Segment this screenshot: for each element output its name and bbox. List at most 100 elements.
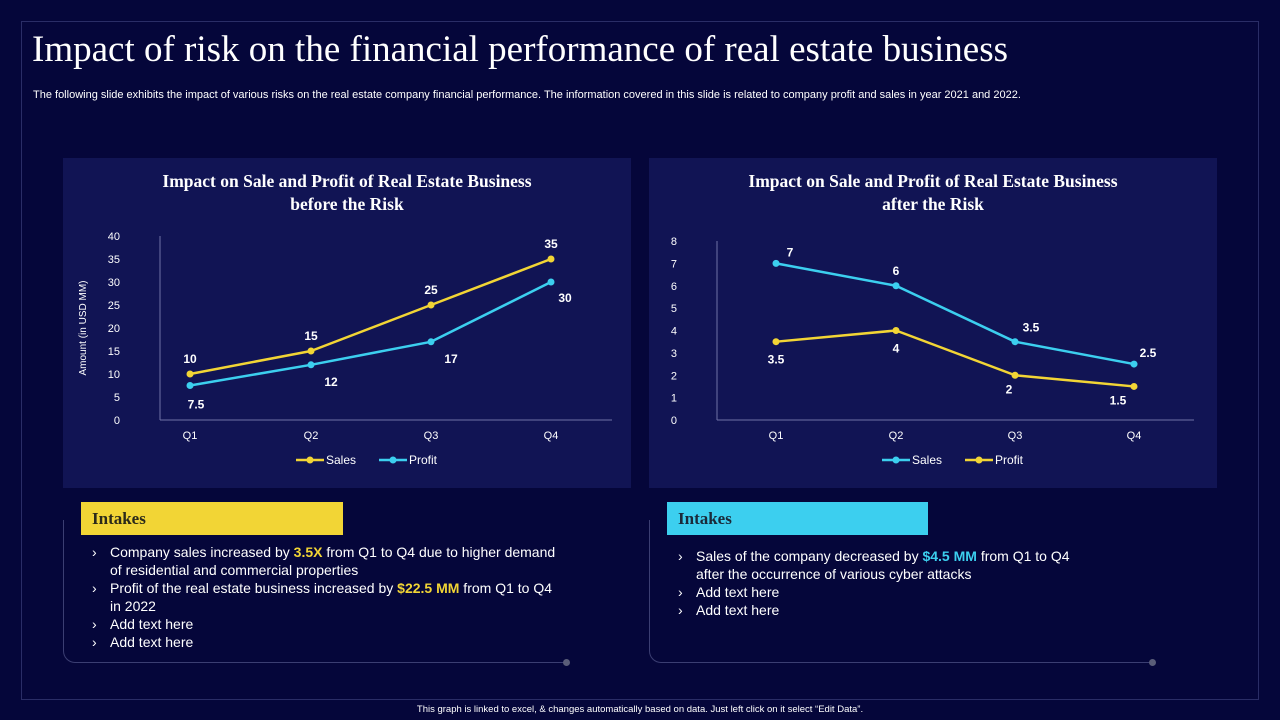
y-tick-label: 35 <box>108 254 120 266</box>
data-point <box>427 301 435 309</box>
data-point <box>307 361 315 369</box>
intakes-box-left <box>63 520 570 666</box>
y-tick-label: 10 <box>108 369 120 381</box>
y-tick-label: 0 <box>114 415 120 427</box>
list-item: Add text here <box>92 633 562 651</box>
data-point <box>1011 371 1019 379</box>
data-point <box>427 338 435 346</box>
y-tick-label: 15 <box>108 346 120 358</box>
y-tick-label: 5 <box>671 303 677 315</box>
y-tick-label: 40 <box>108 231 120 243</box>
data-label: 15 <box>304 329 318 343</box>
chart-title-line2: after the Risk <box>882 194 984 214</box>
page-title: Impact of risk on the financial performa… <box>32 29 1009 70</box>
y-tick-label: 25 <box>108 300 120 312</box>
x-tick-label: Q4 <box>1127 430 1142 442</box>
chart-title-after-risk: Impact on Sale and Profit of Real Estate… <box>649 170 1217 216</box>
series-line-profit <box>189 280 552 387</box>
y-tick-label: 8 <box>671 236 677 248</box>
highlight-value: $4.5 MM <box>922 548 977 564</box>
page-subtitle: The following slide exhibits the impact … <box>33 89 1021 101</box>
series-line-sales <box>189 257 552 376</box>
data-point <box>186 370 194 378</box>
x-tick-label: Q1 <box>183 430 198 442</box>
data-point <box>1130 360 1138 368</box>
data-label: 17 <box>444 352 458 366</box>
legend-label: Profit <box>995 453 1024 467</box>
highlight-value: 3.5X <box>293 544 323 560</box>
legend-marker <box>389 456 397 464</box>
data-point <box>772 338 780 346</box>
data-label: 2.5 <box>1140 346 1157 360</box>
y-axis-title: Amount (in USD MM) <box>78 280 89 375</box>
data-point <box>307 347 315 355</box>
y-tick-label: 4 <box>671 326 677 338</box>
legend-marker <box>306 456 314 464</box>
data-label: 6 <box>893 264 900 278</box>
legend-label: Profit <box>409 453 438 467</box>
footer-note: This graph is linked to excel, & changes… <box>416 704 864 715</box>
data-label: 7.5 <box>188 398 205 412</box>
connector-dot <box>563 659 570 666</box>
data-label: 30 <box>558 291 572 305</box>
intakes-list-left: Company sales increased by 3.5X from Q1 … <box>92 543 562 651</box>
connector-dot <box>1149 659 1156 666</box>
list-item: Add text here <box>92 615 562 633</box>
data-point <box>547 278 555 286</box>
x-tick-label: Q2 <box>304 430 319 442</box>
data-label: 25 <box>424 283 438 297</box>
intakes-list-right: Sales of the company decreased by $4.5 M… <box>678 547 1098 619</box>
x-tick-label: Q4 <box>544 430 559 442</box>
data-point <box>1011 338 1019 346</box>
data-label: 3.5 <box>1023 321 1040 335</box>
data-label: 35 <box>544 237 558 251</box>
list-item: Add text here <box>678 583 1098 601</box>
chart-title-line1: Impact on Sale and Profit of Real Estate… <box>748 171 1118 191</box>
data-point <box>186 382 194 389</box>
line-chart-after-risk: 012345678Amount (in USD MM)Q1Q2Q3Q4763.5… <box>671 236 1194 467</box>
legend-marker <box>892 456 900 464</box>
legend-marker <box>975 456 983 464</box>
x-tick-label: Q1 <box>769 430 784 442</box>
line-chart-before-risk: 0 5 10 15 20 25 30 35 40 Amount (in USD MM) Q1 Q2 Q3… <box>78 231 612 467</box>
data-label: 1.5 <box>1110 393 1127 407</box>
highlight-value: $22.5 MM <box>397 580 460 596</box>
intakes-header-left: Intakes <box>81 502 343 535</box>
y-tick-label: 7 <box>671 258 677 270</box>
chart-panel-before-risk: Impact on Sale and Profit of Real Estate… <box>63 158 631 488</box>
series-line-sales <box>775 262 1135 366</box>
legend-label: Sales <box>326 453 356 467</box>
y-tick-label: 2 <box>671 370 677 382</box>
data-label: 7 <box>787 245 794 259</box>
series-line-profit <box>775 329 1135 388</box>
data-label: 3.5 <box>768 353 785 367</box>
intakes-box-right <box>649 520 1156 666</box>
list-item: Company sales increased by 3.5X from Q1 … <box>92 543 562 579</box>
data-label: 10 <box>183 352 197 366</box>
y-tick-label: 0 <box>671 415 677 427</box>
data-point <box>772 259 780 267</box>
data-point <box>892 327 900 334</box>
chart-title-before-risk: Impact on Sale and Profit of Real Estate… <box>63 170 631 216</box>
intakes-header-right: Intakes <box>667 502 928 535</box>
data-point <box>892 282 900 290</box>
x-tick-label: Q3 <box>424 430 439 442</box>
chart-title-line2: before the Risk <box>290 194 404 214</box>
y-tick-label: 6 <box>671 281 677 293</box>
y-tick-label: 20 <box>108 323 120 335</box>
list-item: Sales of the company decreased by $4.5 M… <box>678 547 1098 583</box>
data-label: 12 <box>324 375 338 389</box>
chart-title-line1: Impact on Sale and Profit of Real Estate… <box>162 171 532 191</box>
slide-frame <box>21 21 1259 700</box>
y-tick-label: 1 <box>671 393 677 405</box>
legend-label: Sales <box>912 453 942 467</box>
chart-panel-after-risk: Impact on Sale and Profit of Real Estate… <box>649 158 1217 488</box>
y-tick-label: 5 <box>114 392 120 404</box>
data-point <box>1130 382 1138 390</box>
x-tick-label: Q3 <box>1008 430 1023 442</box>
data-label: 4 <box>893 342 900 356</box>
x-tick-label: Q2 <box>889 430 904 442</box>
data-point <box>547 255 555 263</box>
list-item: Add text here <box>678 601 1098 619</box>
list-item: Profit of the real estate business incre… <box>92 579 562 615</box>
